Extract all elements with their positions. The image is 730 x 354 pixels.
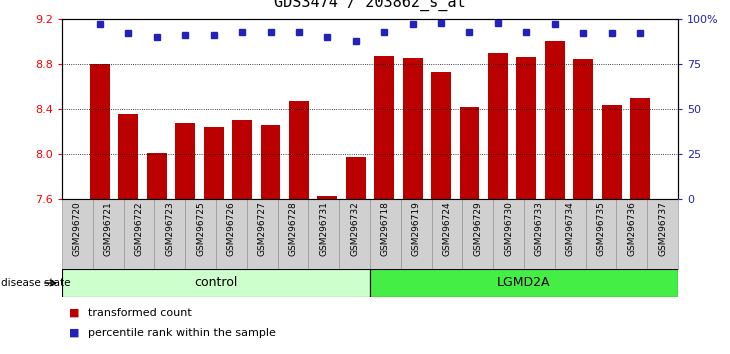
Text: GSM296723: GSM296723 xyxy=(165,201,174,256)
Text: ■: ■ xyxy=(69,308,80,318)
Bar xyxy=(62,199,93,269)
Text: GSM296719: GSM296719 xyxy=(412,201,420,256)
Bar xyxy=(431,199,462,269)
Text: GSM296722: GSM296722 xyxy=(134,201,144,256)
Bar xyxy=(232,120,252,199)
Text: GSM296731: GSM296731 xyxy=(319,201,328,256)
Bar xyxy=(155,199,185,269)
Bar xyxy=(204,127,223,199)
Text: disease state: disease state xyxy=(1,278,71,288)
Bar xyxy=(585,199,616,269)
Text: percentile rank within the sample: percentile rank within the sample xyxy=(88,328,275,338)
Text: GSM296727: GSM296727 xyxy=(258,201,266,256)
Text: GSM296734: GSM296734 xyxy=(566,201,575,256)
Bar xyxy=(545,41,565,199)
Text: GSM296729: GSM296729 xyxy=(473,201,483,256)
Bar xyxy=(524,199,555,269)
Text: GSM296724: GSM296724 xyxy=(442,201,451,256)
Text: control: control xyxy=(194,276,238,290)
Bar xyxy=(462,199,493,269)
Bar xyxy=(62,269,370,297)
Bar xyxy=(90,64,110,199)
Bar xyxy=(602,104,621,199)
Text: LGMD2A: LGMD2A xyxy=(497,276,550,290)
Text: ■: ■ xyxy=(69,328,80,338)
Bar xyxy=(516,57,537,199)
Text: GSM296730: GSM296730 xyxy=(504,201,513,256)
Bar xyxy=(403,58,423,199)
Bar xyxy=(289,101,309,199)
Bar xyxy=(123,199,155,269)
Text: GDS3474 / 203862_s_at: GDS3474 / 203862_s_at xyxy=(274,0,466,11)
Text: GSM296728: GSM296728 xyxy=(288,201,298,256)
Bar xyxy=(339,199,370,269)
Text: GSM296737: GSM296737 xyxy=(658,201,667,256)
Bar xyxy=(555,199,585,269)
Bar xyxy=(401,199,431,269)
Bar xyxy=(370,269,678,297)
Bar xyxy=(308,199,339,269)
Bar xyxy=(370,199,401,269)
Bar xyxy=(648,199,678,269)
Bar xyxy=(185,199,216,269)
Bar xyxy=(573,59,593,199)
Bar xyxy=(247,199,277,269)
Bar xyxy=(488,53,508,199)
Text: GSM296725: GSM296725 xyxy=(196,201,205,256)
Bar xyxy=(118,114,138,199)
Text: GSM296721: GSM296721 xyxy=(104,201,112,256)
Text: GSM296726: GSM296726 xyxy=(227,201,236,256)
Text: transformed count: transformed count xyxy=(88,308,191,318)
Bar xyxy=(216,199,247,269)
Bar xyxy=(493,199,524,269)
Bar xyxy=(346,158,366,199)
Text: GSM296720: GSM296720 xyxy=(73,201,82,256)
Bar xyxy=(460,107,480,199)
Bar xyxy=(630,98,650,199)
Bar xyxy=(431,72,451,199)
Bar xyxy=(277,199,308,269)
Bar xyxy=(318,196,337,199)
Bar xyxy=(175,122,195,199)
Text: GSM296735: GSM296735 xyxy=(596,201,605,256)
Text: GSM296733: GSM296733 xyxy=(535,201,544,256)
Bar xyxy=(93,199,123,269)
Text: GSM296732: GSM296732 xyxy=(350,201,359,256)
Text: GSM296736: GSM296736 xyxy=(627,201,637,256)
Bar xyxy=(147,153,166,199)
Bar xyxy=(261,125,280,199)
Bar xyxy=(374,56,394,199)
Text: GSM296718: GSM296718 xyxy=(381,201,390,256)
Bar xyxy=(616,199,648,269)
